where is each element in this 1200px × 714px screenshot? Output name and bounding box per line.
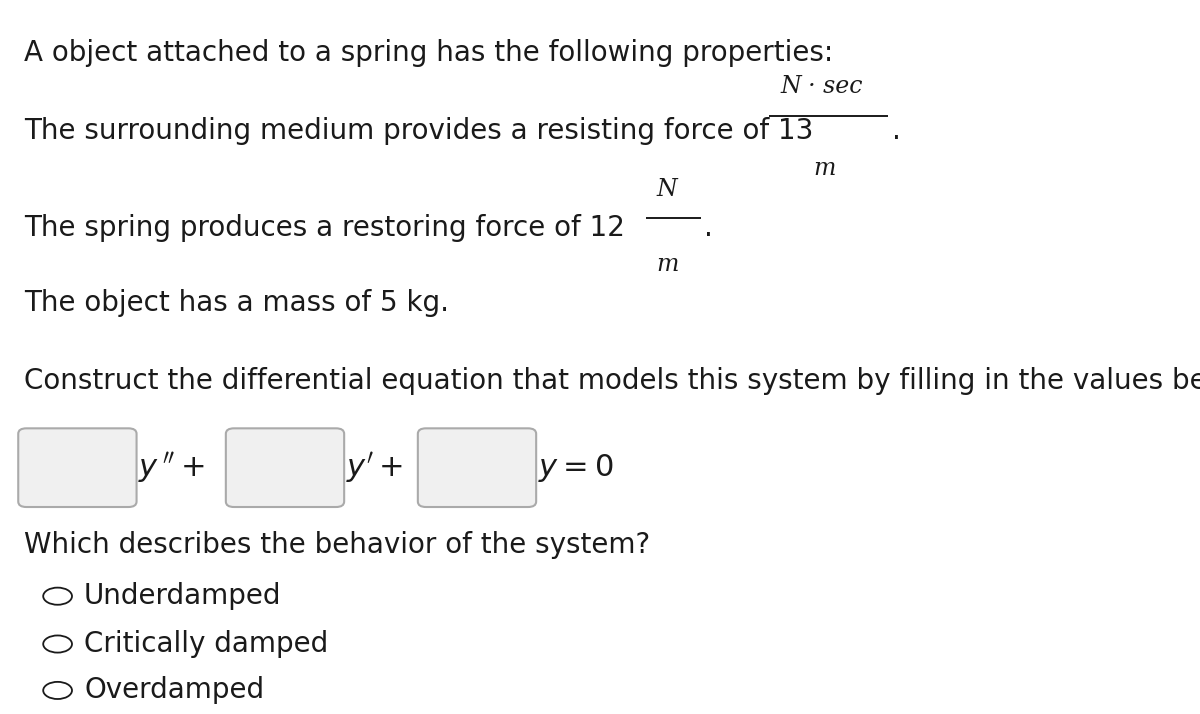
Text: The object has a mass of 5 kg.: The object has a mass of 5 kg. xyxy=(24,288,449,316)
Text: .: . xyxy=(892,117,900,145)
Text: The spring produces a restoring force of 12: The spring produces a restoring force of… xyxy=(24,213,625,241)
Text: Underdamped: Underdamped xyxy=(84,582,282,610)
Text: $y' +$: $y' +$ xyxy=(346,450,403,486)
Text: N: N xyxy=(656,178,677,201)
Text: The surrounding medium provides a resisting force of 13: The surrounding medium provides a resist… xyxy=(24,117,814,145)
Text: Overdamped: Overdamped xyxy=(84,676,264,705)
Text: m: m xyxy=(656,253,679,276)
Text: $y = 0$: $y = 0$ xyxy=(538,452,613,483)
Text: A object attached to a spring has the following properties:: A object attached to a spring has the fo… xyxy=(24,39,833,67)
Text: N · sec: N · sec xyxy=(780,75,863,98)
FancyBboxPatch shape xyxy=(226,428,344,507)
FancyBboxPatch shape xyxy=(418,428,536,507)
FancyBboxPatch shape xyxy=(18,428,137,507)
Text: .: . xyxy=(704,213,713,241)
Text: Critically damped: Critically damped xyxy=(84,630,329,658)
Text: Which describes the behavior of the system?: Which describes the behavior of the syst… xyxy=(24,531,650,559)
Text: $y\,'' +$: $y\,'' +$ xyxy=(138,450,205,486)
Text: Construct the differential equation that models this system by filling in the va: Construct the differential equation that… xyxy=(24,367,1200,395)
Text: m: m xyxy=(814,157,836,180)
